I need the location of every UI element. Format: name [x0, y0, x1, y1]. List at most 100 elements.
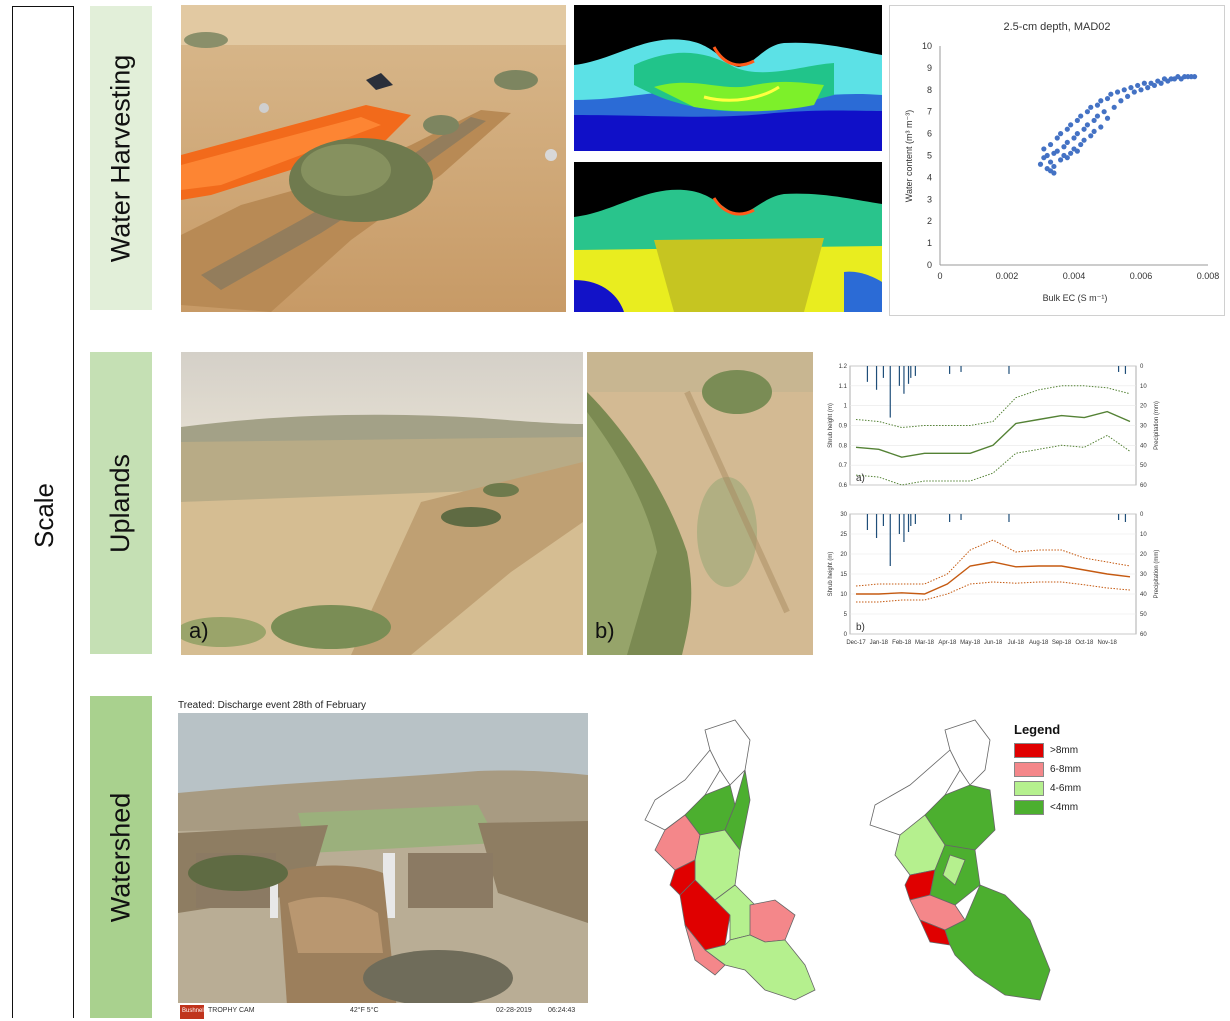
y2-tick-label: 60 [1140, 483, 1147, 489]
y-tick-label: 9 [927, 63, 932, 73]
scatter-point [1091, 117, 1097, 124]
scatter-point [1128, 85, 1134, 91]
y2-tick-label: 40 [1140, 443, 1147, 449]
scatter-point [1108, 91, 1114, 97]
legend-swatch [1014, 743, 1044, 758]
y-tick-label: 6 [927, 129, 932, 139]
scatter-point [1051, 163, 1057, 170]
y2-tick-label: 10 [1140, 384, 1147, 390]
y2-tick-label: 20 [1140, 404, 1147, 410]
simulation-panel-top [574, 5, 882, 152]
legend-label: <4mm [1050, 802, 1079, 813]
scatter-point [1068, 150, 1074, 156]
scatter-point [1088, 133, 1094, 139]
x-tick-label: Oct-18 [1075, 640, 1094, 646]
scatter-point [1098, 124, 1104, 130]
y-tick-label: 1.2 [839, 364, 848, 370]
y-tick-label: 1 [844, 404, 848, 410]
x-tick-label: Feb-18 [892, 640, 912, 646]
scatter-point [1084, 109, 1090, 115]
scatter-point [1151, 82, 1157, 89]
x-axis-label: Bulk EC (S m⁻¹) [1043, 293, 1108, 303]
scatter-point [1114, 89, 1121, 95]
scale-label: Scale [29, 482, 60, 548]
scatter-point [1064, 139, 1070, 145]
watershed-photo: Bushnell TROPHY CAM 42°F 5°C 02-28-2019 … [178, 713, 588, 1020]
x-tick-label: 0.006 [1130, 271, 1153, 281]
row-label-water-harvesting: Water Harvesting [90, 6, 152, 310]
scatter-point [1101, 109, 1107, 115]
scatter-point [1125, 93, 1131, 99]
scatter-point [1091, 128, 1097, 135]
scatter-point [1064, 155, 1070, 161]
x-tick-label: Apr-18 [938, 640, 957, 646]
mean-line [856, 561, 1131, 595]
scatter-point [1104, 115, 1111, 121]
scatter-chart: 2.5-cm depth, MAD02 Bulk EC (S m⁻¹) Wate… [904, 21, 1219, 303]
watershed-map-after [855, 710, 1065, 1010]
scatter-point [1118, 98, 1124, 104]
scale-bracket [12, 6, 74, 1018]
y-tick-label: 1.1 [839, 384, 848, 390]
scatter-point [1044, 152, 1050, 159]
legend-swatch [1014, 762, 1044, 777]
legend-label: >8mm [1050, 745, 1079, 756]
scatter-point [1074, 117, 1080, 124]
legend-list: >8mm 6-8mm 4-6mm <4mm [1014, 741, 1134, 817]
scatter-point [1061, 144, 1067, 150]
uplands-photo-a: a) [181, 352, 583, 655]
scatter-point [1141, 80, 1147, 86]
y-tick-label: 5 [927, 151, 932, 161]
y-tick-label: 10 [840, 592, 847, 598]
legend-item: <4mm [1014, 798, 1134, 817]
y-tick-label: 7 [927, 107, 932, 117]
scatter-point [1037, 161, 1044, 167]
scatter-point [1058, 131, 1064, 137]
lower-bound-line [856, 581, 1131, 603]
scatter-point [1158, 80, 1164, 86]
scatter-point [1081, 137, 1087, 143]
y-tick-label: 0.9 [839, 424, 848, 430]
upper-bound-line [855, 539, 1131, 587]
y2-tick-label: 50 [1140, 463, 1147, 469]
x-tick-label: Dec-17 [846, 640, 866, 646]
y2-tick-label: 0 [1140, 364, 1144, 370]
x-tick-label: 0.002 [996, 271, 1019, 281]
photo-caption-b: b) [595, 618, 615, 643]
scatter-point [1071, 135, 1077, 141]
scatter-point [1058, 157, 1064, 163]
water-harvesting-photo [181, 5, 566, 312]
scatter-point [1145, 85, 1151, 91]
scatter-point [1094, 113, 1101, 119]
y-tick-label: 25 [840, 532, 847, 538]
upper-bound-line [855, 385, 1131, 429]
scatter-point [1047, 159, 1054, 165]
y-tick-label: 4 [927, 172, 932, 182]
scatter-point [1094, 102, 1101, 108]
y-axis-label: Water content (m³ m⁻³) [904, 110, 914, 202]
y-tick-label: 0 [927, 260, 932, 270]
x-tick-label: Mar-18 [915, 640, 935, 646]
y2-tick-label: 20 [1140, 552, 1147, 558]
scatter-point [1111, 104, 1117, 110]
y2-tick-label: 50 [1140, 612, 1147, 618]
y2-tick-label: 30 [1140, 572, 1147, 578]
camera-date: 02-28-2019 [496, 1007, 532, 1014]
y-axis-label: Shrub height (m) [828, 403, 834, 448]
x-tick-label: 0.004 [1063, 271, 1086, 281]
scatter-point [1192, 74, 1198, 80]
scatter-point [1051, 170, 1057, 176]
uplands-photo-b: b) [587, 352, 813, 655]
legend-item: 4-6mm [1014, 779, 1134, 798]
x-tick-label: May-18 [960, 640, 981, 646]
y2-tick-label: 10 [1140, 532, 1147, 538]
legend-swatch [1014, 800, 1044, 815]
scatter-point [1068, 122, 1074, 128]
scatter-point [1078, 113, 1084, 119]
camera-time: 06:24:43 [548, 1007, 576, 1014]
y-tick-label: 0.7 [839, 463, 848, 469]
scatter-point [1088, 104, 1094, 110]
lower-bound-line [855, 434, 1131, 486]
y2-tick-label: 0 [1140, 512, 1144, 518]
y2-tick-label: 40 [1140, 592, 1147, 598]
